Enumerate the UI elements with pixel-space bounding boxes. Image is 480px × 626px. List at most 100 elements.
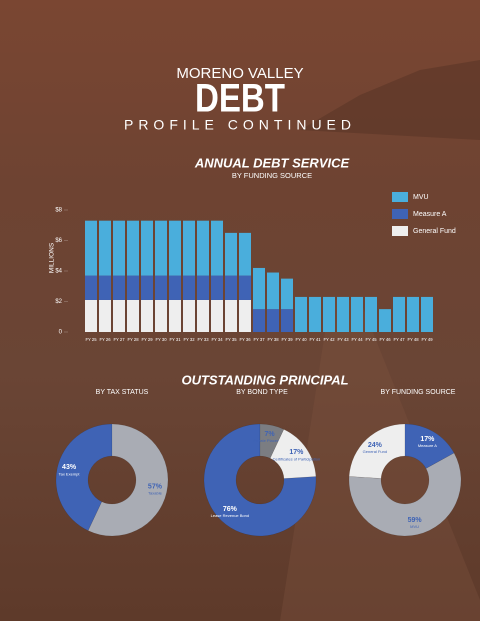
- bar-segment: [85, 220, 97, 276]
- x-tick-label: FY 34: [211, 337, 223, 342]
- pie-category-label: Measure A: [418, 443, 437, 448]
- y-tick-label: $6: [55, 238, 62, 244]
- x-tick-label: FY 28: [127, 337, 139, 342]
- pie-slice: [348, 423, 406, 479]
- pie-value-label: 43%: [62, 464, 77, 471]
- city: MORENO VALLEY: [176, 65, 303, 82]
- x-tick-label: FY 27: [113, 337, 125, 342]
- pie-category-label: Private Placement: [253, 438, 286, 443]
- pie-value-label: 17%: [420, 436, 435, 443]
- pie-category-label: General Fund: [363, 449, 387, 454]
- x-tick-label: FY 31: [169, 337, 181, 342]
- bar-segment: [127, 220, 139, 276]
- pie-title: BY TAX STATUS: [96, 389, 149, 396]
- bar-segment: [211, 299, 223, 332]
- y-tick-label: $2: [55, 299, 62, 305]
- x-tick-label: FY 45: [365, 337, 377, 342]
- bar-subtitle: BY FUNDING SOURCE: [232, 171, 312, 180]
- bar-segment: [141, 275, 153, 300]
- y-tick-label: $4: [55, 269, 62, 275]
- bar-segment: [127, 299, 139, 332]
- bar-segment: [323, 296, 335, 332]
- mountain: [300, 60, 480, 140]
- pie-category-label: Lease Revenue Bond: [211, 513, 249, 518]
- x-tick-label: FY 25: [85, 337, 97, 342]
- pie-slice: [269, 428, 317, 479]
- bar-segment: [225, 275, 237, 300]
- bar-segment: [141, 299, 153, 332]
- bar-segment: [267, 309, 279, 332]
- pie-slice: [87, 423, 169, 537]
- x-tick-label: FY 47: [393, 337, 405, 342]
- bar-segment: [113, 220, 125, 276]
- pie-value-label: 24%: [368, 442, 383, 449]
- pie-category-label: MVU: [410, 524, 419, 529]
- bar-segment: [295, 296, 307, 332]
- x-tick-label: FY 29: [141, 337, 153, 342]
- x-tick-label: FY 42: [323, 337, 335, 342]
- pie-title: BY FUNDING SOURCE: [381, 389, 456, 396]
- bar-segment: [85, 275, 97, 300]
- bar-segment: [309, 296, 321, 332]
- x-tick-label: FY 37: [253, 337, 265, 342]
- pie-slice: [203, 423, 317, 537]
- subtitle: PROFILE CONTINUED: [124, 117, 356, 133]
- x-tick-label: FY 40: [295, 337, 307, 342]
- x-tick-label: FY 32: [183, 337, 195, 342]
- bar-segment: [85, 299, 97, 332]
- x-tick-label: FY 33: [197, 337, 209, 342]
- bar-segment: [253, 309, 265, 332]
- y-axis-label: MILLIONS: [49, 242, 56, 273]
- pie-value-label: 7%: [265, 431, 276, 438]
- pie-category-label: Taxable: [148, 491, 163, 496]
- bar-segment: [365, 296, 377, 332]
- bar-segment: [113, 275, 125, 300]
- bar-segment: [239, 299, 251, 332]
- y-tick-label: $8: [55, 208, 62, 214]
- pie-value-label: 59%: [408, 517, 423, 524]
- bar-segment: [127, 275, 139, 300]
- bar-segment: [155, 299, 167, 332]
- bar-segment: [169, 220, 181, 276]
- bar-segment: [281, 309, 293, 332]
- bar-segment: [99, 220, 111, 276]
- x-tick-label: FY 26: [99, 337, 111, 342]
- bar-segment: [379, 309, 391, 332]
- legend-label: General Fund: [413, 228, 456, 235]
- legend-label: Measure A: [413, 211, 447, 218]
- x-tick-label: FY 46: [379, 337, 391, 342]
- legend-swatch: [392, 209, 408, 219]
- x-tick-label: FY 49: [421, 337, 433, 342]
- bar-segment: [155, 220, 167, 276]
- y-tick-label: 0: [59, 330, 63, 336]
- legend-swatch: [392, 226, 408, 236]
- bar-segment: [211, 220, 223, 276]
- bar-segment: [239, 275, 251, 300]
- bar-title: ANNUAL DEBT SERVICE: [194, 155, 350, 170]
- bar-segment: [113, 299, 125, 332]
- pie-category-label: Tax Exempt: [59, 471, 81, 476]
- bar-segment: [225, 232, 237, 276]
- bar-segment: [183, 299, 195, 332]
- bar-segment: [155, 275, 167, 300]
- bar-segment: [169, 299, 181, 332]
- pie-value-label: 76%: [223, 506, 238, 513]
- x-tick-label: FY 39: [281, 337, 293, 342]
- x-tick-label: FY 41: [309, 337, 321, 342]
- bar-segment: [183, 220, 195, 276]
- pie-title: BY BOND TYPE: [236, 389, 288, 396]
- x-tick-label: FY 30: [155, 337, 167, 342]
- pie-slice: [404, 423, 455, 469]
- section-title: OUTSTANDING PRINCIPAL: [181, 372, 348, 387]
- bar-segment: [169, 275, 181, 300]
- bar-segment: [225, 299, 237, 332]
- bar-segment: [281, 278, 293, 310]
- bar-segment: [421, 296, 433, 332]
- bar-segment: [211, 275, 223, 300]
- legend-label: MVU: [413, 194, 429, 201]
- bar-segment: [197, 299, 209, 332]
- bar-segment: [267, 272, 279, 310]
- bar-segment: [351, 296, 363, 332]
- bar-segment: [183, 275, 195, 300]
